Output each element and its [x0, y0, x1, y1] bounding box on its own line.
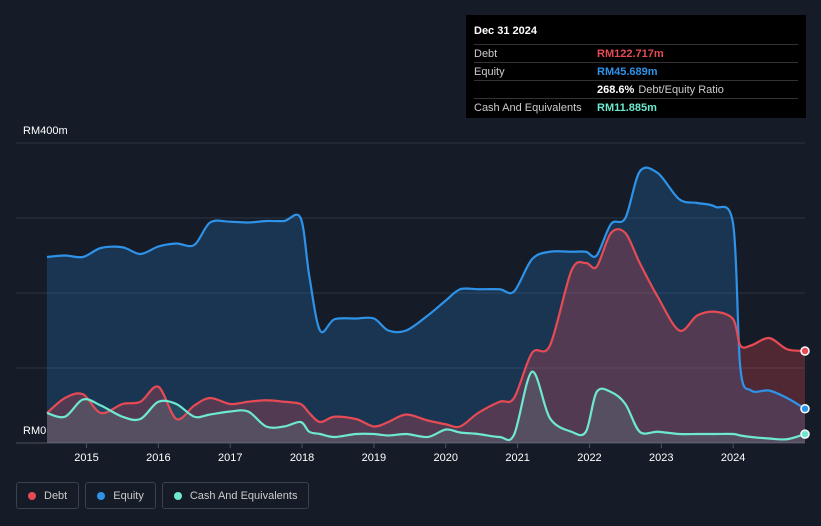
legend-label: Debt	[44, 489, 68, 502]
legend-dot-icon	[97, 491, 106, 500]
equity-line	[46, 166, 806, 410]
x-tick-label: 2016	[146, 452, 170, 464]
debt-line	[46, 228, 806, 429]
tooltip-row-equity: Equity RM45.689m	[474, 62, 798, 80]
x-tick-label: 2018	[290, 452, 314, 464]
cash-area	[47, 371, 805, 443]
equity-end-marker	[800, 403, 810, 414]
legend-dot-icon	[173, 491, 182, 500]
legend-item-equity[interactable]: Equity	[85, 482, 156, 509]
tooltip-value: 268.6%	[597, 83, 635, 96]
tooltip-value: RM122.717m	[597, 47, 664, 60]
x-tick-label: 2015	[74, 452, 98, 464]
tooltip-value: RM11.885m	[597, 101, 657, 114]
cash-line	[46, 370, 806, 442]
chart-legend: Debt Equity Cash And Equivalents	[16, 482, 310, 509]
series-lines	[46, 166, 806, 442]
tooltip-label: Debt	[474, 47, 498, 60]
x-tick-label: 2019	[362, 452, 386, 464]
tooltip-row-debt: Debt RM122.717m	[474, 44, 798, 62]
legend-item-debt[interactable]: Debt	[16, 482, 80, 509]
tooltip-panel: Dec 31 2024 Debt RM122.717m Equity RM45.…	[466, 15, 806, 118]
y-tick-label-bottom: RM0	[23, 425, 47, 437]
x-tick-label: 2024	[721, 452, 745, 464]
tooltip-label: Equity	[474, 65, 505, 78]
tooltip-ratio-suffix: Debt/Equity Ratio	[638, 83, 724, 96]
debt-end-marker	[800, 346, 810, 356]
legend-label: Equity	[113, 489, 144, 502]
x-axis-ticks: 2015 2016 2017 2018 2019 2020 2021 2022 2023 2024	[74, 443, 745, 464]
tooltip-row-cash: Cash And Equivalents RM11.885m	[474, 98, 798, 116]
tooltip-label: Cash And Equivalents	[474, 101, 582, 114]
tooltip-date: Dec 31 2024	[474, 25, 537, 37]
grid-lines	[16, 142, 805, 444]
cash-end-marker	[800, 429, 810, 439]
x-tick-label: 2023	[649, 452, 673, 464]
equity-area	[47, 167, 805, 443]
y-tick-label-top: RM400m	[23, 125, 68, 137]
series-end-markers	[800, 346, 810, 439]
x-tick-label: 2020	[434, 452, 458, 464]
tooltip-value: RM45.689m	[597, 65, 658, 78]
legend-dot-icon	[28, 491, 36, 500]
debt-area	[47, 229, 805, 443]
x-tick-label: 2021	[505, 452, 529, 464]
tooltip-row-ratio: 268.6% Debt/Equity Ratio	[474, 80, 798, 98]
series-areas	[47, 167, 805, 443]
legend-item-cash[interactable]: Cash And Equivalents	[161, 482, 310, 509]
x-tick-label: 2017	[218, 452, 242, 464]
x-tick-label: 2022	[577, 452, 601, 464]
legend-label: Cash And Equivalents	[189, 489, 298, 502]
